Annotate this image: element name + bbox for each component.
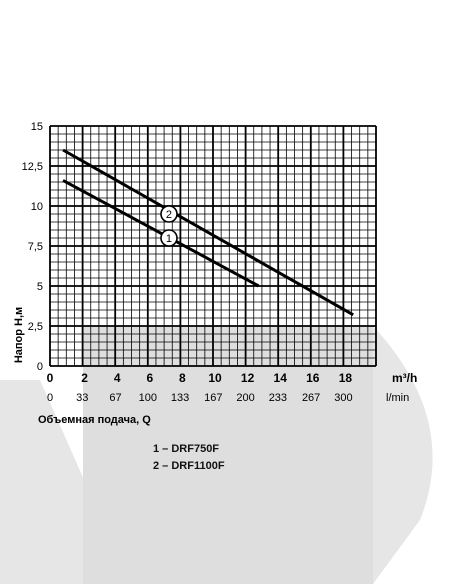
x-tick-label-bottom: 0 — [47, 392, 53, 404]
x-tick-label-top: 2 — [81, 371, 88, 385]
x-tick-label-bottom: 267 — [302, 392, 320, 404]
y-axis-label: Напор H,м — [13, 307, 25, 363]
x-tick-label-bottom: 300 — [334, 392, 352, 404]
legend-item-2: 2 – DRF1100F — [153, 460, 225, 472]
curve-marker-label-2: 2 — [166, 209, 172, 221]
x-tick-label-bottom: 167 — [204, 392, 222, 404]
x-tick-label-top: 10 — [208, 371, 222, 385]
bg-shape-right — [373, 326, 433, 584]
curve-marker-1 — [160, 229, 178, 247]
x-tick-label-top: 0 — [47, 371, 54, 385]
y-tick-label: 0 — [37, 361, 43, 373]
x-tick-label-bottom: 100 — [139, 392, 157, 404]
y-tick-label: 15 — [31, 121, 43, 133]
x-unit-top-label: m³/h — [392, 371, 417, 385]
x-tick-label-top: 18 — [339, 371, 353, 385]
chart-series — [62, 148, 354, 317]
y-tick-label: 7,5 — [28, 241, 43, 253]
x-tick-label-bottom: 33 — [76, 392, 88, 404]
x-unit-bottom-label: l/min — [386, 392, 409, 404]
chart-grid — [49, 125, 377, 367]
background-decoration — [0, 326, 433, 584]
y-tick-label: 10 — [31, 201, 43, 213]
bg-shape-center — [83, 326, 373, 584]
chart-markers: 12 — [160, 205, 178, 247]
y-tick-label: 12,5 — [22, 161, 43, 173]
x-tick-label-bottom: 67 — [109, 392, 121, 404]
x-tick-label-top: 6 — [146, 371, 153, 385]
x-tick-label-bottom: 200 — [236, 392, 254, 404]
y-tick-label: 2,5 — [28, 321, 43, 333]
x-tick-label-top: 16 — [306, 371, 320, 385]
y-tick-label: 5 — [37, 281, 43, 293]
legend-item-1: 1 – DRF750F — [153, 443, 220, 455]
x-tick-label-top: 12 — [241, 371, 255, 385]
x-tick-label-top: 8 — [179, 371, 186, 385]
curve-marker-label-1: 1 — [166, 233, 172, 245]
x-axis-label: Объемная подача, Q — [38, 414, 151, 426]
x-tick-label-top: 14 — [274, 371, 288, 385]
series-line-1 — [62, 179, 260, 288]
curve-marker-2 — [160, 205, 178, 223]
x-tick-label-bottom: 133 — [171, 392, 189, 404]
series-line-2 — [62, 148, 354, 317]
x-tick-label-top: 4 — [114, 371, 121, 385]
x-tick-label-bottom: 233 — [269, 392, 287, 404]
